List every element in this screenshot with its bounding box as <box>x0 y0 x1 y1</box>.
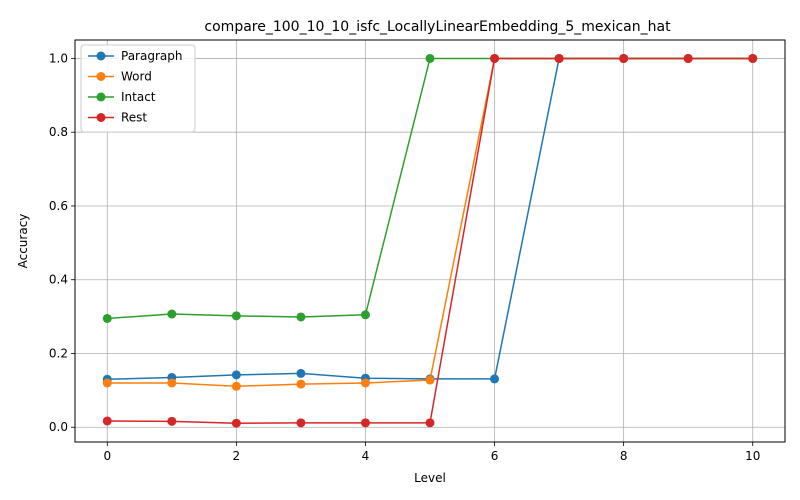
y-tick-label: 1.0 <box>49 51 68 65</box>
legend-label: Intact <box>121 90 156 104</box>
data-point-paragraph <box>296 368 306 378</box>
data-point-rest <box>554 53 564 63</box>
data-point-rest <box>425 418 435 428</box>
y-tick-label: 0.2 <box>49 346 68 360</box>
data-point-rest <box>102 416 112 426</box>
x-tick-label: 4 <box>362 449 370 463</box>
data-point-rest <box>748 53 758 63</box>
data-point-word <box>425 375 435 385</box>
data-point-intact <box>296 312 306 322</box>
x-tick-label: 2 <box>233 449 241 463</box>
y-tick-label: 0.0 <box>49 420 68 434</box>
y-axis-ticks: 0.0 0.2 0.4 0.6 0.8 1.0 <box>49 51 75 434</box>
data-point-intact <box>425 53 435 63</box>
data-point-rest <box>231 418 241 428</box>
data-point-word <box>102 378 112 388</box>
legend-box <box>80 44 196 133</box>
series-rest <box>102 53 758 428</box>
data-point-word <box>296 379 306 389</box>
series-intact <box>102 53 758 323</box>
legend-entry-rest: Rest <box>88 111 147 125</box>
legend: Paragraph Word Intact Rest <box>80 44 196 133</box>
legend-label: Word <box>121 70 152 84</box>
data-point-rest <box>683 53 693 63</box>
data-point-rest <box>296 418 306 428</box>
data-point-rest <box>490 53 500 63</box>
data-point-paragraph <box>490 374 500 384</box>
data-point-rest <box>167 416 177 426</box>
x-axis-label: Level <box>414 471 446 485</box>
x-tick-label: 8 <box>620 449 628 463</box>
x-tick-label: 10 <box>745 449 760 463</box>
data-point-word <box>360 378 370 388</box>
series-word <box>102 53 758 391</box>
y-tick-label: 0.4 <box>49 273 68 287</box>
y-axis-label: Accuracy <box>16 214 30 269</box>
y-tick-label: 0.6 <box>49 199 68 213</box>
legend-entry-paragraph: Paragraph <box>88 49 182 63</box>
y-tick-label: 0.8 <box>49 125 68 139</box>
data-point-intact <box>360 310 370 320</box>
data-point-paragraph <box>231 370 241 380</box>
data-point-intact <box>231 311 241 321</box>
series-line-rest <box>107 57 753 424</box>
series-paragraph <box>102 53 758 384</box>
data-point-word <box>231 381 241 391</box>
chart-title: compare_100_10_10_isfc_LocallyLinearEmbe… <box>204 19 671 35</box>
legend-entry-intact: Intact <box>88 90 156 104</box>
series-line-word <box>107 57 753 388</box>
legend-swatch-marker <box>96 72 106 81</box>
series-layer <box>102 53 758 428</box>
plot-frame <box>74 39 786 443</box>
data-point-word <box>167 378 177 388</box>
legend-label: Paragraph <box>121 49 182 63</box>
legend-entry-word: Word <box>88 70 152 84</box>
data-point-intact <box>102 313 112 323</box>
x-tick-label: 6 <box>491 449 499 463</box>
x-axis-ticks: 0 2 4 6 8 10 <box>103 442 760 463</box>
x-tick-label: 0 <box>103 449 111 463</box>
legend-label: Rest <box>121 111 147 125</box>
data-point-rest <box>619 53 629 63</box>
legend-swatch-marker <box>96 51 106 61</box>
legend-swatch-marker <box>96 92 106 102</box>
series-line-paragraph <box>107 57 753 381</box>
legend-swatch-marker <box>96 113 106 122</box>
data-point-intact <box>167 309 177 319</box>
data-point-rest <box>360 418 370 428</box>
